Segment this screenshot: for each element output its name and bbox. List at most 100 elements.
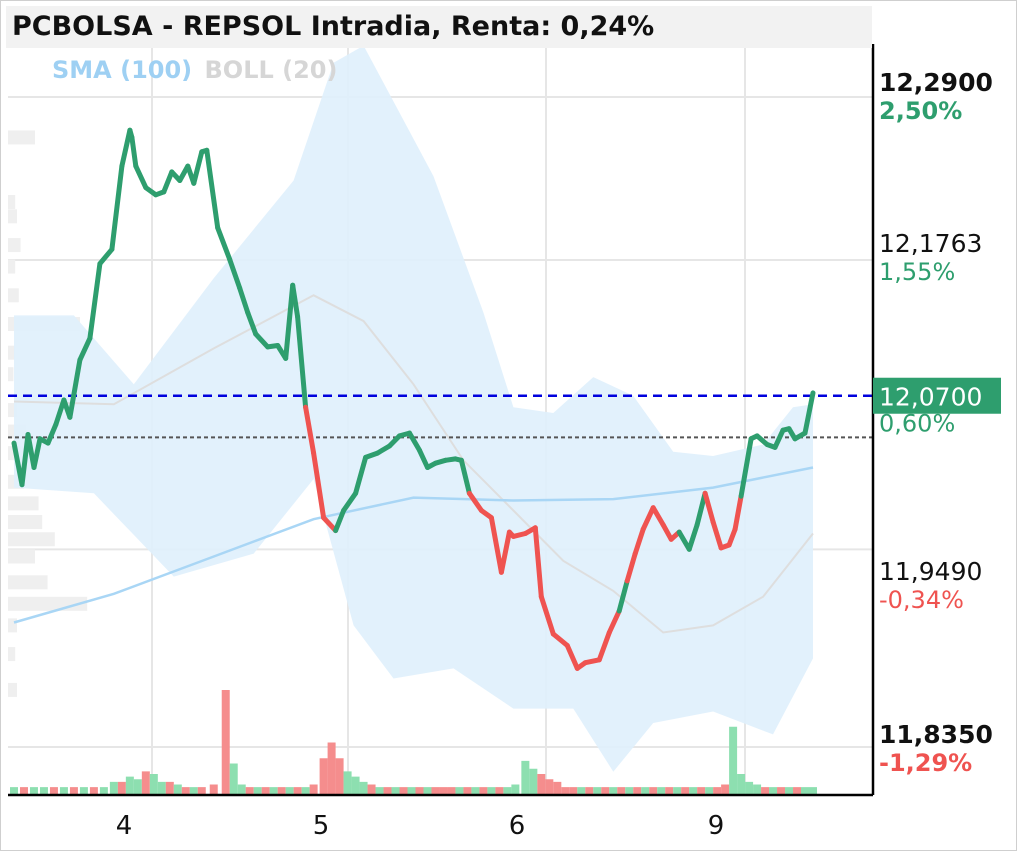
volume-bar [359,781,368,795]
volume-bar [511,784,520,795]
volume-bar [769,787,778,795]
volume-bar [399,787,408,795]
volume-profile-bar [8,532,55,547]
price-segment [353,454,369,496]
price-segment [616,578,630,614]
price-segment [710,519,724,551]
y-tick-percent-label: 1,55% [879,258,955,286]
volume-profile-bar [8,575,48,590]
price-segment [227,256,243,291]
volume-bar [197,787,206,795]
volume-bar [157,781,166,795]
volume-bar [793,787,802,795]
price-segment [596,630,612,663]
volume-profile-bar [8,288,19,303]
volume-profile-bar [8,367,14,382]
volume-bar [383,787,392,795]
x-tick-label: 5 [313,811,330,841]
legend-boll[interactable]: BOLL (20) [204,56,338,84]
volume-bar [189,787,198,795]
volume-bar [809,787,817,795]
volume-bar [149,774,158,795]
reference-lines [8,394,873,439]
legend-sma[interactable]: SMA (100) [52,56,193,84]
bollinger-mid-line [13,294,814,634]
volume-bar [181,787,190,795]
volume-bar [713,787,722,795]
x-tick-label: 4 [116,811,133,841]
volume-bar [301,787,310,795]
volume-bar [471,787,480,795]
volume-bar [439,787,448,795]
price-segment [133,163,149,191]
volume-profile-bar [8,238,21,253]
volume-bar [447,787,456,795]
price-segment [204,147,221,231]
volume-bar [375,787,384,795]
volume-bar [335,758,344,795]
volume-bar [705,787,714,795]
volume-bar [785,787,794,795]
x-tick-label: 6 [509,811,526,841]
volume-bar [415,787,424,795]
price-segment [191,149,205,186]
volume-bar [529,768,538,795]
volume-bar [39,787,48,795]
volume-bar [593,787,602,795]
price-segment [31,436,43,470]
price-segment [407,430,422,453]
price-segment [321,515,339,534]
volume-bar [277,787,286,795]
current-percent-label: 0,60% [879,410,955,438]
sma-100-line [13,466,814,624]
volume-bar [503,787,512,795]
volume-bar [133,779,142,795]
volume-profile-bar [8,209,17,224]
current-price-tag-label: 12,0700 [879,383,982,412]
volume-bar [561,787,570,795]
volume-profile-bar [8,515,43,530]
volume-bar [617,787,626,795]
indicator-legend: SMA (100) BOLL (20) [52,56,337,84]
volume-profile-bar [8,682,17,697]
volume-bar [79,787,88,795]
volume-bar [125,776,134,795]
price-segment [532,525,544,600]
price-segment [772,427,786,450]
volume-bar [229,763,238,795]
volume-bar [423,787,432,795]
price-segment [253,331,271,350]
price-segment [77,335,93,363]
volume-bar [10,787,18,795]
y-tick-price-label: 11,8350 [879,720,993,749]
price-segment [726,526,738,548]
volume-bar [29,787,38,795]
volume-bar [625,787,634,795]
price-segment [417,447,430,470]
volume-bar [269,787,278,795]
price-segment [295,314,309,410]
volume-bar [293,787,302,795]
volume-bar [391,787,400,795]
volume-bar [729,726,738,795]
price-segment [686,522,700,552]
volume-bar [609,787,618,795]
volume-bar [521,760,530,795]
volume-bar [689,787,698,795]
volume-bar [673,787,682,795]
price-segment [290,282,301,320]
volume-bar [569,787,578,795]
price-segment [129,134,139,169]
price-segment [119,127,133,169]
volume-profile-bar [8,345,16,360]
volume-profile-bar [8,549,35,564]
volume-bar [585,787,594,795]
volume-bar [319,758,328,795]
axes [8,44,875,797]
volume-profile-bar [8,496,39,511]
price-segment [161,169,175,195]
volume-bar [801,787,810,795]
price-segment [341,490,359,513]
volume-bar [495,787,504,795]
sma-line [13,466,814,624]
